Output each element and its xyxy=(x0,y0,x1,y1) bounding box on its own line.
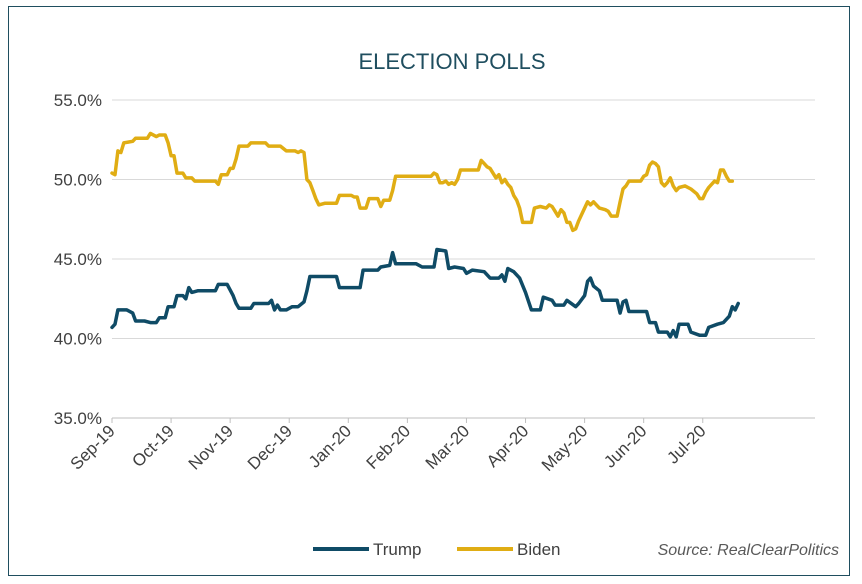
legend-label-biden: Biden xyxy=(517,540,560,559)
y-axis-ticks: 55.0% 50.0% 45.0% 40.0% 35.0% xyxy=(54,91,102,428)
x-tick-label: Nov-19 xyxy=(185,421,237,473)
x-tick-label: Mar-20 xyxy=(422,421,474,473)
y-tick-label: 50.0% xyxy=(54,171,102,190)
y-tick-label: 40.0% xyxy=(54,330,102,349)
chart-frame: ELECTION POLLS 55.0% 50.0% 45.0% 40.0% 35.0%… xyxy=(8,6,850,576)
series-line-biden xyxy=(112,133,732,230)
x-tick-label: Jun-20 xyxy=(600,421,650,471)
legend: Trump Biden xyxy=(313,540,560,559)
legend-label-trump: Trump xyxy=(373,540,422,559)
gridlines xyxy=(112,100,815,339)
line-chart: ELECTION POLLS 55.0% 50.0% 45.0% 40.0% 35.0%… xyxy=(9,7,851,577)
x-tick-label: Jul-20 xyxy=(663,421,709,467)
y-tick-label: 55.0% xyxy=(54,91,102,110)
chart-title: ELECTION POLLS xyxy=(358,49,545,74)
x-tick-label: Dec-19 xyxy=(244,421,296,473)
x-tick-label: Sep-19 xyxy=(67,421,119,473)
series-lines xyxy=(112,133,738,337)
x-tick-label: Apr-20 xyxy=(483,421,533,471)
y-tick-label: 45.0% xyxy=(54,250,102,269)
source-note: Source: RealClearPolitics xyxy=(658,542,839,559)
x-tick-label: Feb-20 xyxy=(363,421,415,473)
series-line-trump xyxy=(112,250,738,337)
y-tick-label: 35.0% xyxy=(54,409,102,428)
x-tick-label: May-20 xyxy=(538,421,592,475)
x-axis-ticks: Sep-19 Oct-19 Nov-19 Dec-19 Jan-20 Feb-20 Mar-… xyxy=(67,418,710,475)
x-tick-label: Jan-20 xyxy=(305,421,355,471)
x-tick-label: Oct-19 xyxy=(128,421,178,471)
